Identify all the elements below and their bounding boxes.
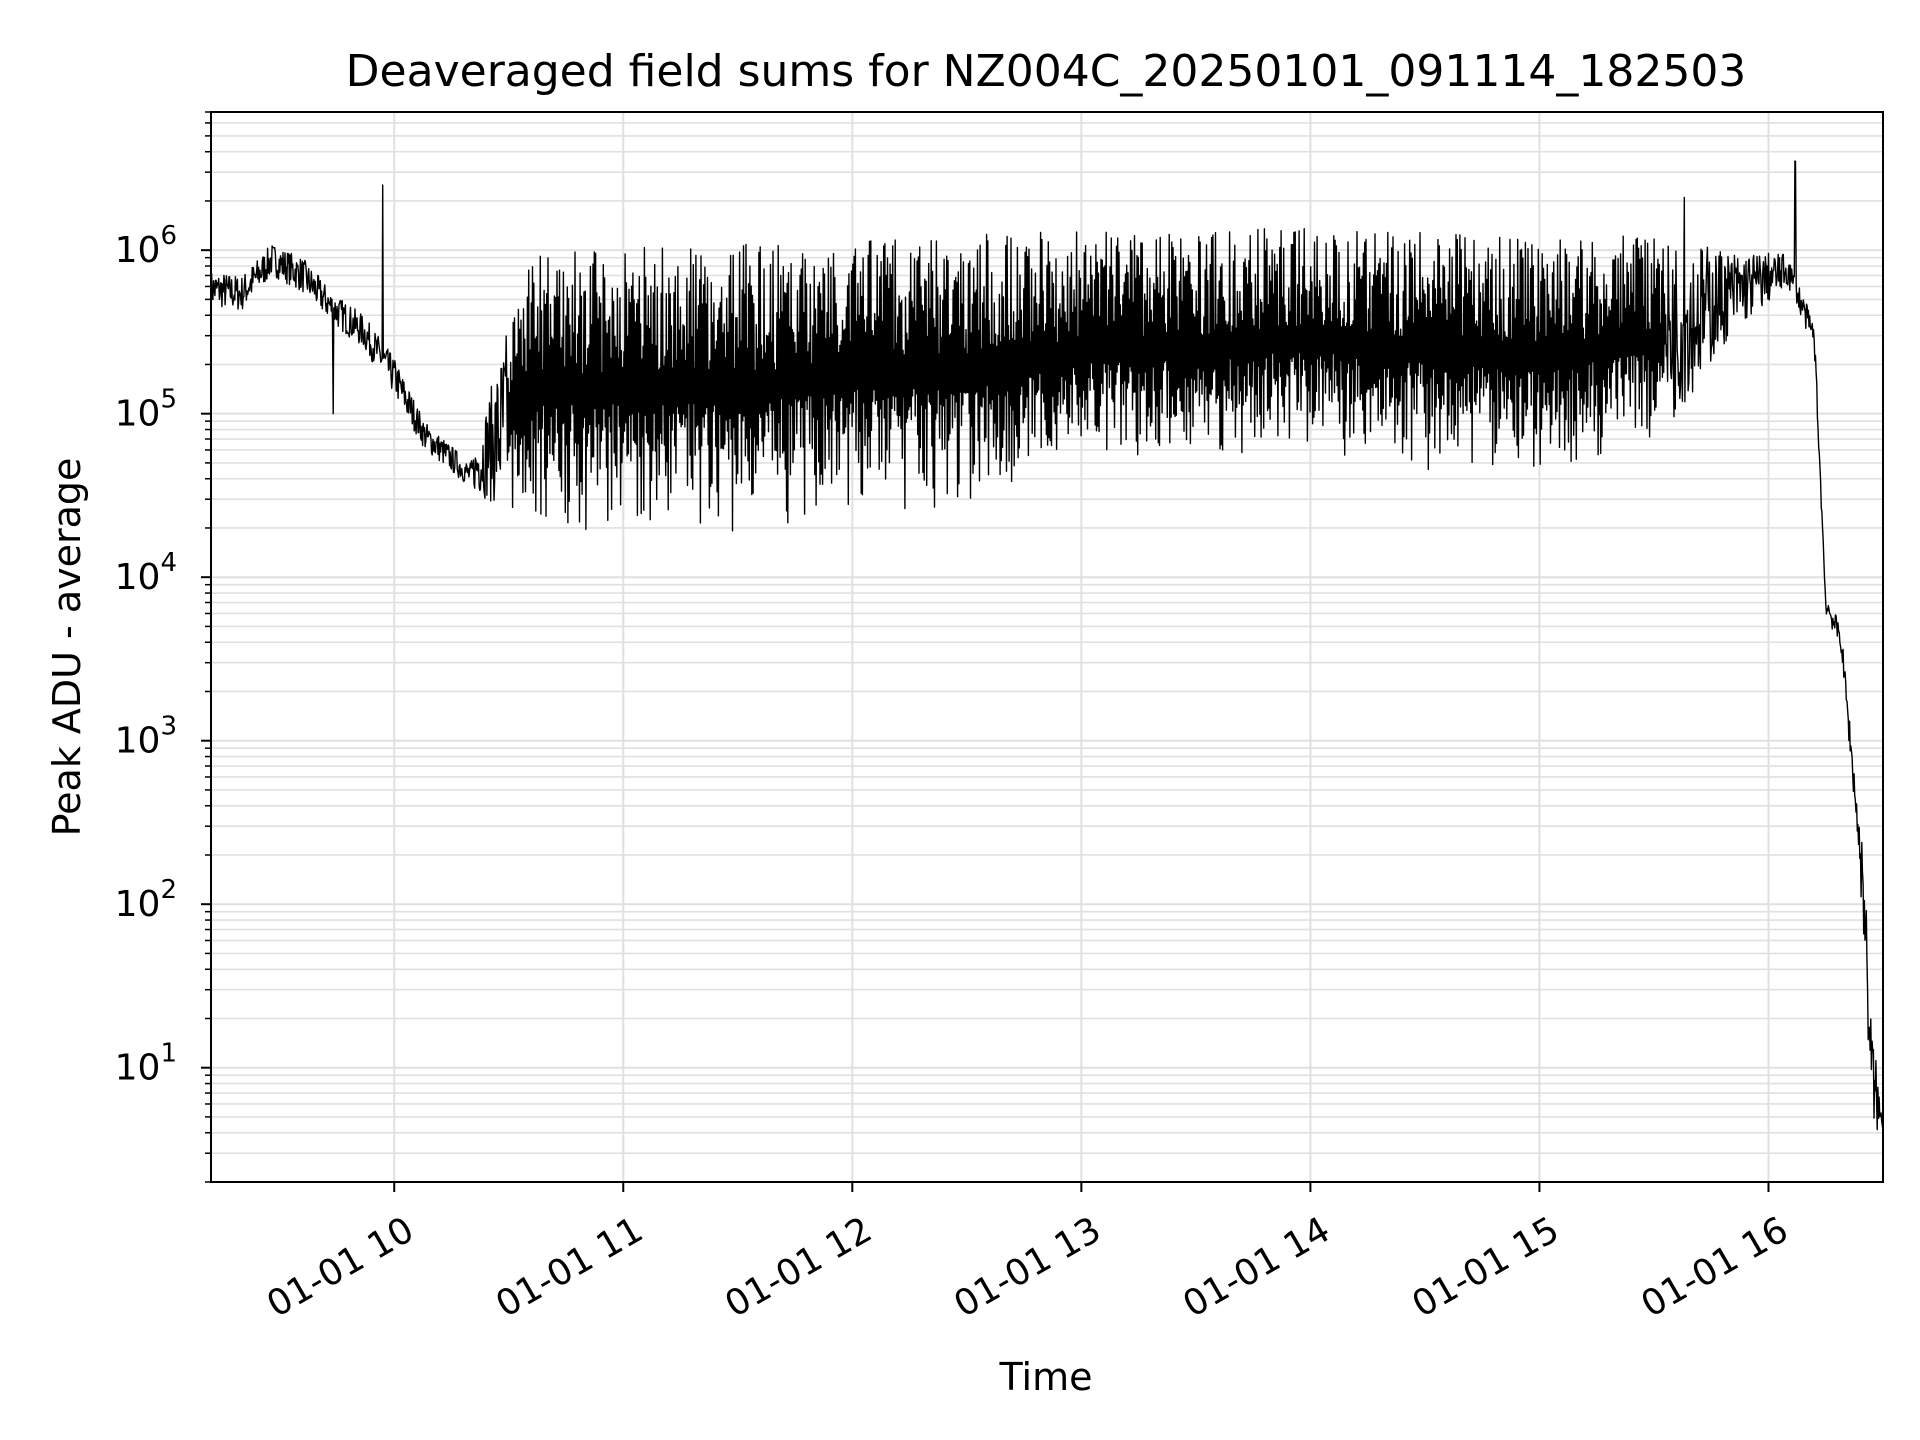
- y-tick-label: 101: [115, 1039, 177, 1089]
- data-series: [210, 160, 1884, 1131]
- y-axis: 101 102 103 104 105 106: [115, 111, 211, 1183]
- x-axis-label: Time: [999, 1355, 1093, 1399]
- y-tick-label: 104: [115, 548, 177, 598]
- chart-title: Deaveraged field sums for NZ004C_2025010…: [346, 46, 1747, 97]
- y-tick-label: 102: [115, 875, 177, 925]
- y-axis-label: Peak ADU - average: [45, 458, 89, 837]
- y-tick-label: 106: [115, 221, 177, 271]
- y-tick-label: 105: [115, 385, 177, 435]
- plot-area-frame: [210, 111, 1884, 1183]
- y-tick-label: 103: [115, 712, 177, 762]
- series-line: [210, 160, 1884, 1131]
